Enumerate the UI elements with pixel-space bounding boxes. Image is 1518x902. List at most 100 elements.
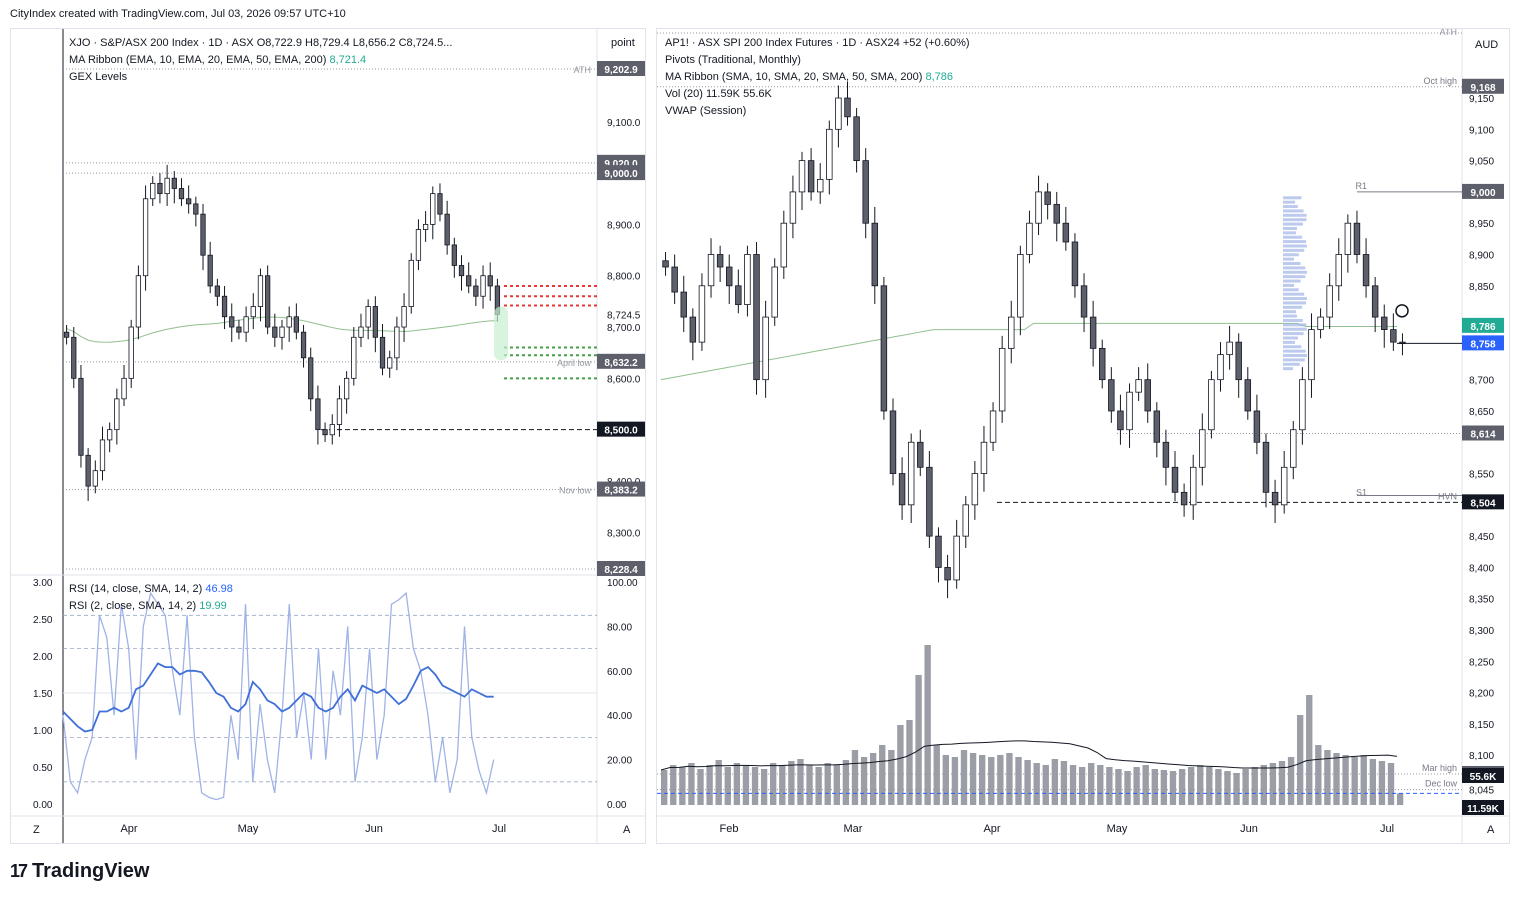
- rsi-left-tick: 2.00: [33, 652, 53, 663]
- left-price-badge: 8,383.2: [604, 486, 638, 497]
- right-currency-button[interactable]: AUD: [1475, 39, 1499, 51]
- rsi14-line: [62, 662, 494, 733]
- volume-profile-bar: [1283, 257, 1294, 261]
- rsi14-label[interactable]: RSI (14, close, SMA, 14, 2): [69, 583, 203, 595]
- left-candle: [142, 198, 149, 277]
- right-legend: AP1! · ASX SPI 200 Index Futures · 1D · …: [665, 35, 970, 120]
- left-gex-label[interactable]: GEX Levels: [69, 71, 128, 83]
- left-candle: [114, 398, 120, 431]
- right-ma-label[interactable]: MA Ribbon (SMA, 10, SMA, 20, SMA, 50, SM…: [665, 71, 923, 83]
- left-scale-button[interactable]: point: [611, 37, 635, 49]
- left-candle: [451, 244, 457, 266]
- right-price-tick: 8,700: [1469, 376, 1494, 387]
- left-candle: [343, 377, 350, 400]
- volume-bar: [1015, 757, 1022, 805]
- right-price-tick: 8,200: [1469, 689, 1494, 700]
- right-price-badge-bg: [1462, 78, 1504, 94]
- right-month-label: May: [1107, 823, 1128, 835]
- right-price-badge-bg: [1462, 183, 1504, 199]
- right-candle: [1035, 191, 1042, 224]
- volume-bar: [1115, 769, 1122, 805]
- right-candle: [998, 347, 1006, 412]
- left-candle: [186, 198, 192, 205]
- left-candle: [351, 336, 357, 379]
- volume-profile-bar: [1283, 301, 1307, 305]
- left-symbol[interactable]: XJO · S&P/ASX 200 Index · 1D · ASX: [69, 37, 254, 49]
- right-candle: [1262, 441, 1270, 493]
- left-zoom-button[interactable]: Z: [33, 824, 40, 836]
- right-candle: [698, 285, 706, 343]
- left-ma-label[interactable]: MA Ribbon (EMA, 10, EMA, 20, EMA, 50, EM…: [69, 54, 327, 66]
- right-pivots-label[interactable]: Pivots (Traditional, Monthly): [665, 54, 801, 66]
- left-candle: [322, 429, 328, 436]
- volume-profile-bar: [1283, 340, 1295, 344]
- volume-bar: [697, 769, 704, 805]
- left-price-badge: 9,020.0: [604, 159, 638, 170]
- left-candle: [128, 326, 134, 379]
- right-candle: [662, 260, 669, 268]
- right-symbol[interactable]: AP1! · ASX SPI 200 Index Futures · 1D · …: [665, 37, 900, 49]
- right-candle: [944, 567, 951, 581]
- right-vol-label[interactable]: Vol (20) 11.59K: [665, 88, 741, 100]
- tradingview-brand[interactable]: 17 TradingView: [10, 860, 149, 883]
- left-price-badge: 8,632.2: [604, 358, 638, 369]
- left-price-badge: 9,202.9: [604, 65, 638, 76]
- volume-bar: [1069, 765, 1077, 805]
- right-candle: [680, 291, 687, 318]
- right-chart-panel[interactable]: ATH9,1509,1009,0508,9508,9008,8508,7628,…: [656, 28, 1510, 844]
- left-chart-svg[interactable]: 9,100.08,900.08,800.08,700.08,600.08,400…: [11, 29, 645, 843]
- left-candle: [121, 377, 127, 400]
- right-volume-badge-bg: [1462, 768, 1504, 783]
- volume-bar: [969, 753, 977, 805]
- left-candle: [229, 316, 235, 328]
- volume-bar: [1206, 767, 1213, 805]
- left-auto-button[interactable]: A: [623, 824, 631, 836]
- left-candle: [207, 254, 213, 287]
- right-volume-last-badge-bg: [1462, 800, 1504, 815]
- right-ma-value: 8,786: [925, 71, 953, 83]
- right-auto-button[interactable]: A: [1487, 824, 1495, 836]
- left-price-badge: 9,000.0: [604, 169, 638, 180]
- left-candle: [178, 188, 185, 200]
- left-candle: [387, 357, 393, 369]
- left-chart-panel[interactable]: 9,100.08,900.08,800.08,700.08,600.08,400…: [10, 28, 646, 844]
- left-candle: [78, 377, 84, 456]
- right-chart-svg[interactable]: ATH9,1509,1009,0508,9508,9008,8508,7628,…: [657, 29, 1509, 843]
- left-candle: [279, 326, 285, 338]
- rsi-left-tick: 1.00: [33, 726, 53, 737]
- right-candle: [1253, 410, 1261, 443]
- volume-bar: [1060, 761, 1068, 805]
- right-candle: [735, 285, 742, 305]
- left-candle: [265, 275, 271, 328]
- right-vwap-label[interactable]: VWAP (Session): [665, 105, 747, 117]
- right-candle: [716, 254, 724, 268]
- left-candle: [408, 259, 414, 307]
- right-candle: [862, 160, 869, 224]
- volume-bar: [1033, 763, 1040, 805]
- right-candle: [798, 160, 806, 193]
- rsi2-label[interactable]: RSI (2, close, SMA, 14, 2): [69, 600, 197, 612]
- left-candle: [315, 398, 321, 431]
- volume-profile-bar: [1283, 292, 1305, 296]
- right-candle: [907, 441, 915, 506]
- volume-profile-bar: [1283, 323, 1307, 327]
- left-candle: [243, 316, 249, 333]
- right-candle: [1153, 410, 1161, 443]
- right-candle: [1099, 347, 1106, 381]
- volume-profile-bar: [1283, 327, 1307, 331]
- volume-bar: [978, 755, 986, 805]
- right-candle: [1390, 329, 1397, 343]
- left-rsi-legend: RSI (14, close, SMA, 14, 2) 46.98 RSI (2…: [69, 581, 233, 615]
- right-candle: [1371, 285, 1379, 318]
- right-month-label: Feb: [720, 823, 739, 835]
- left-candle: [272, 326, 278, 338]
- left-price-tick: 8,900.0: [607, 220, 641, 231]
- right-level-label: Oct high: [1423, 76, 1457, 86]
- left-candle: [336, 398, 343, 425]
- right-candle: [871, 222, 879, 287]
- volume-bar: [1215, 769, 1222, 805]
- left-candle: [480, 275, 486, 297]
- right-candle: [1199, 429, 1206, 468]
- volume-bar: [1360, 755, 1367, 805]
- volume-bar: [1178, 769, 1186, 805]
